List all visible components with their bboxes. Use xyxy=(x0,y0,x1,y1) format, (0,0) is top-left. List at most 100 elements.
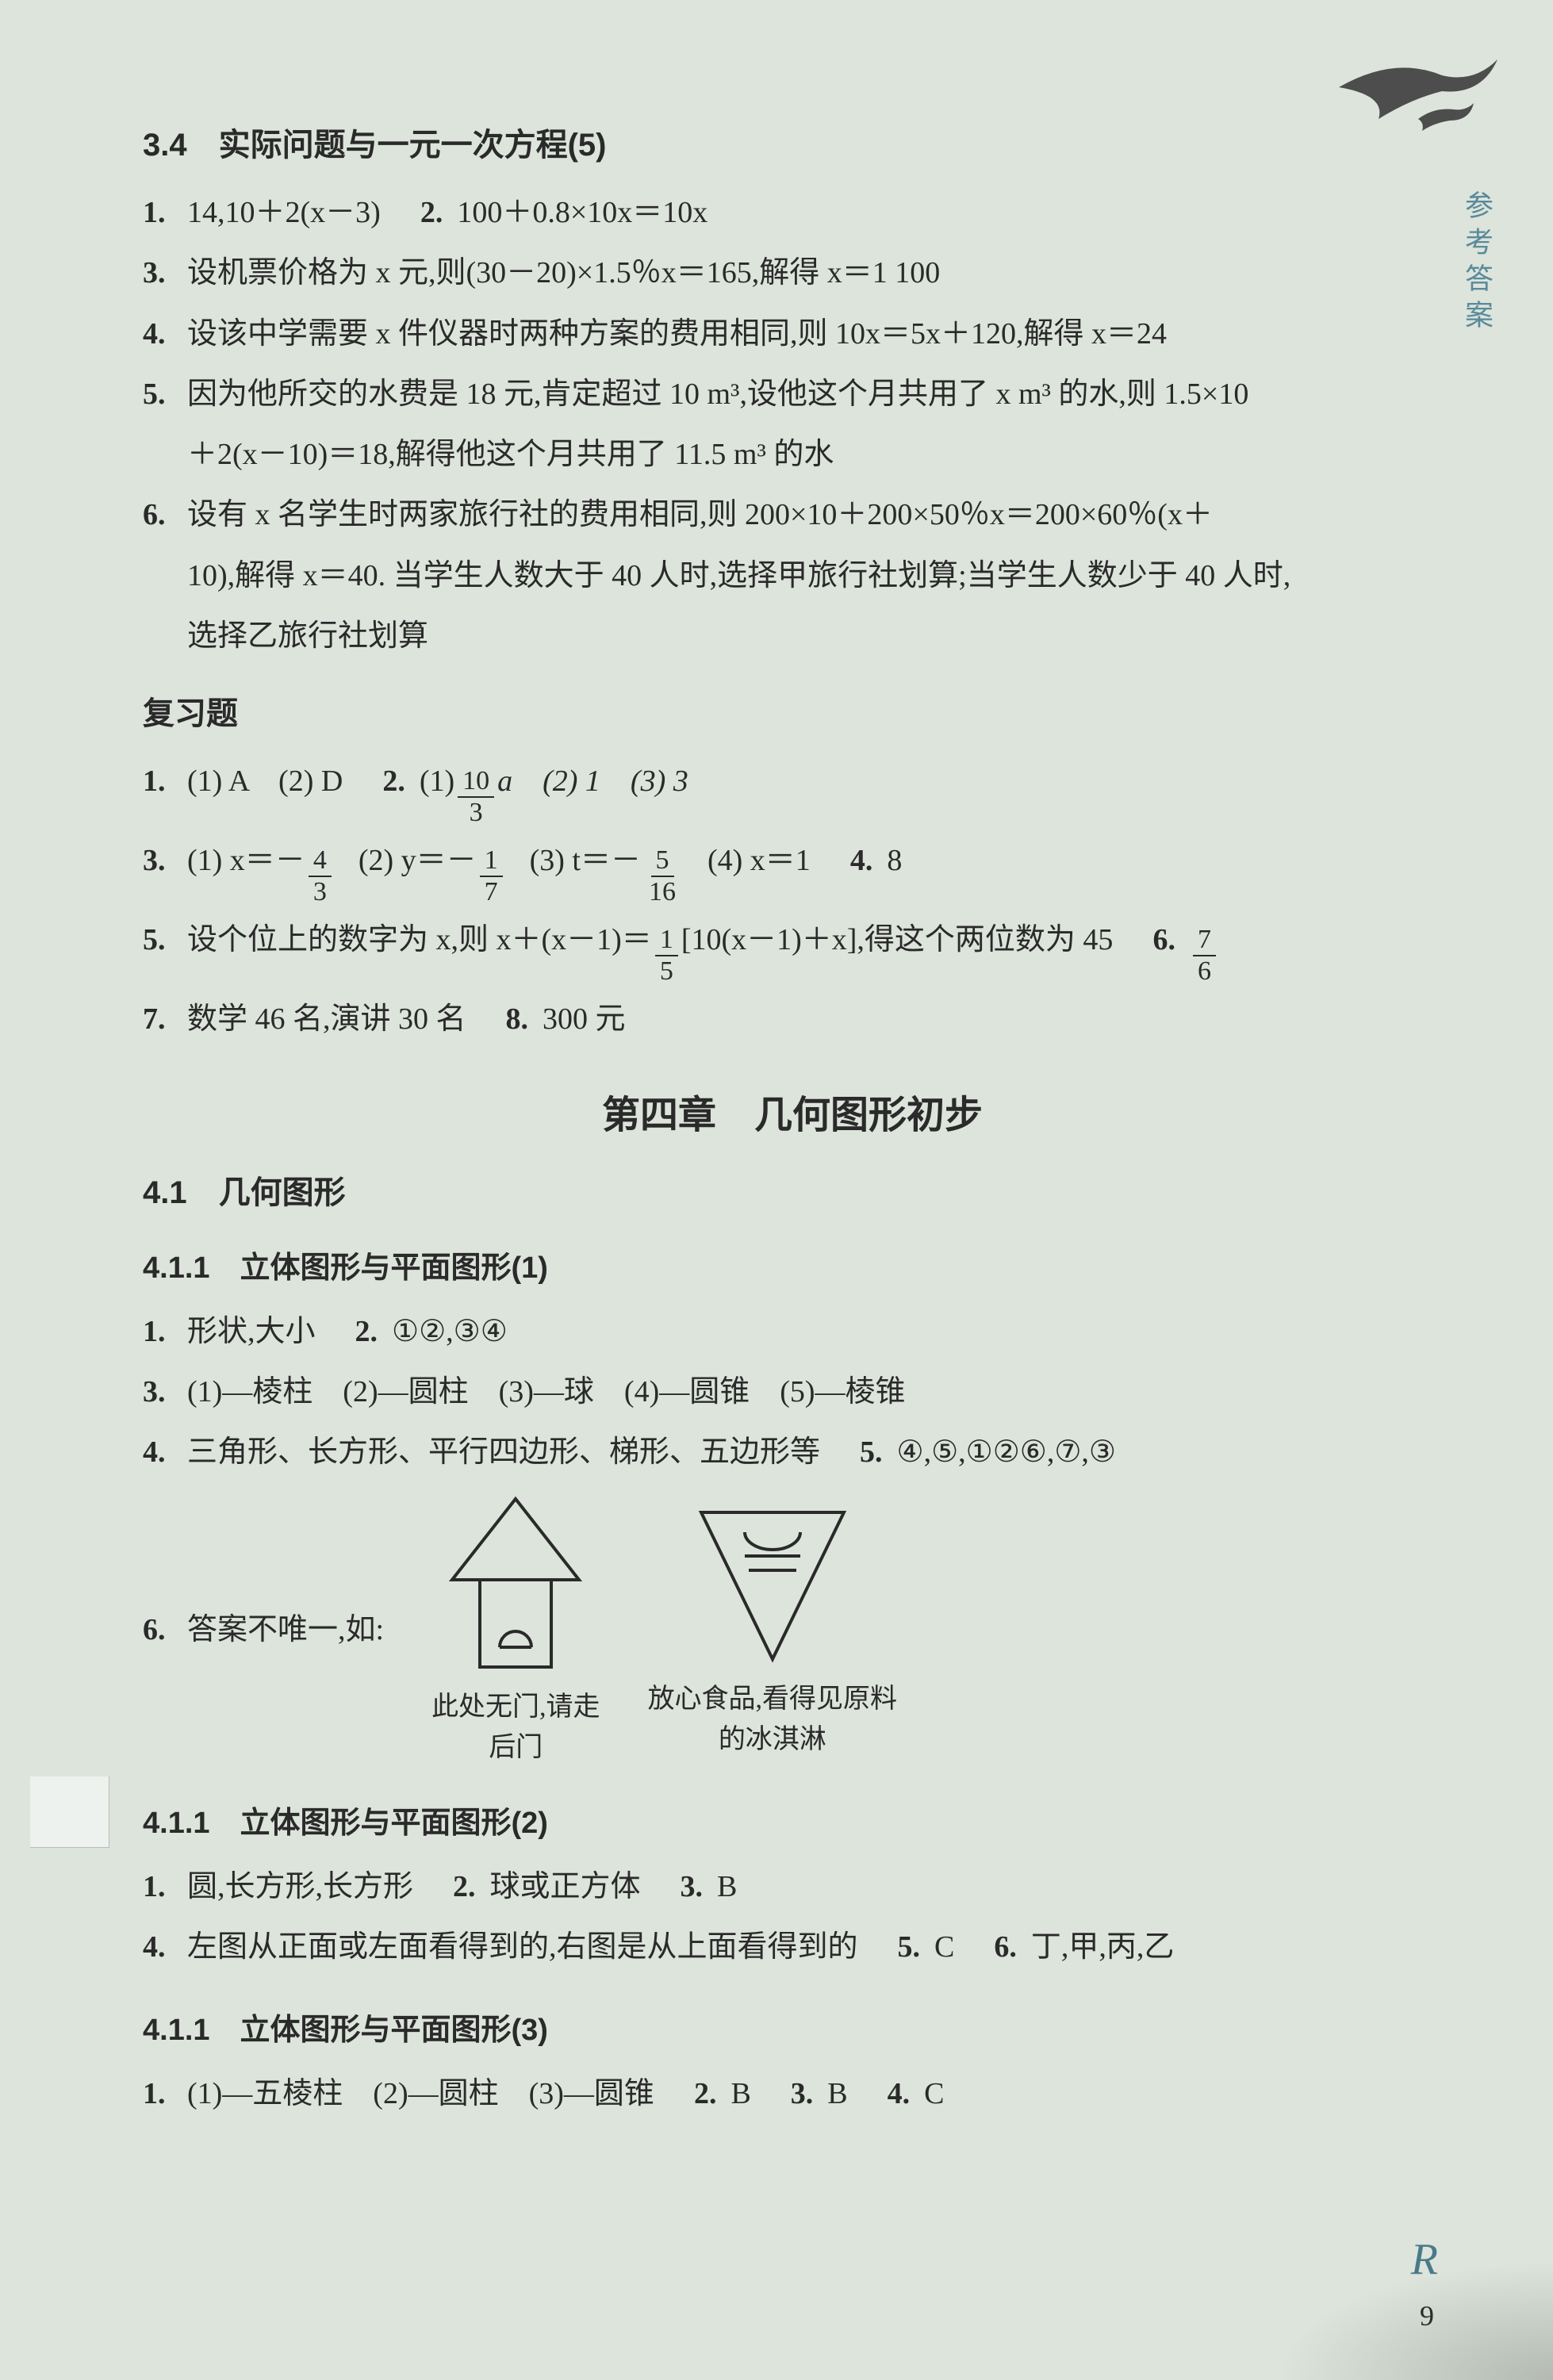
problem-number: 2. xyxy=(382,753,405,809)
problem-row: 7. 数学 46 名,演讲 30 名 8. 300 元 xyxy=(143,991,1442,1047)
problem-text: (1)—五棱柱 (2)—圆柱 (3)—圆锥 xyxy=(187,2066,654,2121)
problem-text: 8 xyxy=(887,833,902,888)
problem-text: (1) xyxy=(420,753,454,809)
problem-number: 2. xyxy=(453,1859,476,1914)
problem-number: 1. xyxy=(143,185,173,240)
problem-number: 2. xyxy=(694,2066,717,2121)
problem-text: 300 元 xyxy=(543,991,626,1047)
problem-text: 形状,大小 xyxy=(187,1304,316,1359)
problem-text: (4) x＝1 xyxy=(707,833,811,888)
problem-row: 10),解得 x＝40. 当学生人数大于 40 人时,选择甲旅行社划算;当学生人… xyxy=(143,548,1442,604)
sidebar-label: 参考答案 xyxy=(1456,190,1497,336)
problem-text: 左图从正面或左面看得到的,右图是从上面看得到的 xyxy=(187,1919,858,1975)
problem-row: 3. (1) x＝－ 43 (2) y＝－ 17 (3) t＝－ 516 (4)… xyxy=(143,833,1442,907)
problem-text: (3) t＝－ xyxy=(530,833,641,888)
review-problems: 1. (1) A (2) D 2. (1) 103 a (2) 1 (3) 3 … xyxy=(143,753,1442,1047)
problem-number: 4. xyxy=(143,1424,173,1480)
problem-number: 1. xyxy=(143,753,173,809)
problem-text: 数学 46 名,演讲 30 名 xyxy=(187,991,466,1047)
problem-text: B xyxy=(717,1859,737,1914)
house-diagram: 此处无门,请走 后门 xyxy=(431,1493,600,1768)
problem-number: 5. xyxy=(898,1919,921,1975)
fraction: 15 xyxy=(655,926,678,985)
problem-row: 4. 左图从正面或左面看得到的,右图是从上面看得到的 5. C 6. 丁,甲,丙… xyxy=(143,1919,1442,1975)
problem-number: 6. xyxy=(994,1919,1017,1975)
chapter-4-title: 第四章 几何图形初步 xyxy=(143,1083,1442,1139)
problem-text: 答案不唯一,如: xyxy=(187,1602,384,1658)
problem-row: 1. (1) A (2) D 2. (1) 103 a (2) 1 (3) 3 xyxy=(143,753,1442,828)
problem-text: 三角形、长方形、平行四边形、梯形、五边形等 xyxy=(187,1424,820,1480)
section-4-1-1a-problems: 1. 形状,大小 2. ①②,③④ 3. (1)—棱柱 (2)—圆柱 (3)—球… xyxy=(143,1304,1442,1768)
problem-text: B xyxy=(827,2066,847,2121)
fraction: 17 xyxy=(480,847,503,906)
problem-row: 4. 三角形、长方形、平行四边形、梯形、五边形等 5. ④,⑤,①②⑥,⑦,③ xyxy=(143,1424,1442,1480)
problem-number: 4. xyxy=(143,1919,173,1975)
problem-number: 5. xyxy=(143,366,173,422)
fraction: 76 xyxy=(1193,926,1216,985)
problem-text: 球或正方体 xyxy=(490,1859,641,1914)
bird-decoration xyxy=(1331,48,1505,143)
problem-text: C xyxy=(924,2066,944,2121)
cone-icon xyxy=(685,1500,860,1667)
problem-number: 6. xyxy=(143,1602,173,1658)
problem-text: 设有 x 名学生时两家旅行社的费用相同,则 200×10＋200×50％x＝20… xyxy=(187,487,1213,542)
problem-text: ＋2(x－10)＝18,解得他这个月共用了 11.5 m³ 的水 xyxy=(187,427,834,482)
section-4-1-1b-title: 4.1.1 立体图形与平面图形(2) xyxy=(143,1798,1442,1842)
problem-text: 选择乙旅行社划算 xyxy=(187,608,428,664)
fraction: 43 xyxy=(309,847,332,906)
problem-row: 6. 答案不唯一,如: xyxy=(143,1602,384,1658)
problem-text: 圆,长方形,长方形 xyxy=(187,1859,413,1914)
problem-number: 7. xyxy=(143,991,173,1047)
diagram-row: 6. 答案不唯一,如: 此处无门,请走 后门 放心食品,看 xyxy=(143,1493,1442,1768)
problem-row: 5. 设个位上的数字为 x,则 x＋(x－1)＝ 15 [10(x－1)＋x],… xyxy=(143,912,1442,987)
problem-number: 1. xyxy=(143,1304,173,1359)
problem-text: (1) A (2) D xyxy=(187,753,343,809)
section-3-4-title: 3.4 实际问题与一元一次方程(5) xyxy=(143,119,1442,165)
problem-text: (1)—棱柱 (2)—圆柱 (3)—球 (4)—圆锥 (5)—棱锥 xyxy=(187,1364,906,1420)
problem-row: 1. 形状,大小 2. ①②,③④ xyxy=(143,1304,1442,1359)
fraction: 516 xyxy=(644,847,681,906)
problem-text: ①②,③④ xyxy=(392,1304,508,1359)
problem-text: B xyxy=(730,2066,750,2121)
problem-text: 设机票价格为 x 元,则(30－20)×1.5％x＝165,解得 x＝1 100 xyxy=(187,245,940,301)
problem-row: 4. 设该中学需要 x 件仪器时两种方案的费用相同,则 10x＝5x＋120,解… xyxy=(143,306,1442,362)
diagram-caption: 放心食品,看得见原料 的冰淇淋 xyxy=(648,1679,898,1760)
problem-number: 3. xyxy=(143,833,173,888)
problem-row: 1. 圆,长方形,长方形 2. 球或正方体 3. B xyxy=(143,1859,1442,1914)
problem-number: 4. xyxy=(850,833,873,888)
problem-number: 8. xyxy=(506,991,529,1047)
problem-number: 5. xyxy=(143,912,173,968)
problem-row: 1. (1)—五棱柱 (2)—圆柱 (3)—圆锥 2. B 3. B 4. C xyxy=(143,2066,1442,2121)
shadow-decoration xyxy=(1275,2261,1553,2380)
review-title: 复习题 xyxy=(143,688,1442,734)
problem-text: 10),解得 x＝40. 当学生人数大于 40 人时,选择甲旅行社划算;当学生人… xyxy=(187,548,1290,604)
problem-number: 2. xyxy=(355,1304,378,1359)
problem-row: 6. 设有 x 名学生时两家旅行社的费用相同,则 200×10＋200×50％x… xyxy=(143,487,1442,542)
problem-number: 3. xyxy=(791,2066,814,2121)
problem-text: (2) y＝－ xyxy=(359,833,477,888)
section-4-1-1c-title: 4.1.1 立体图形与平面图形(3) xyxy=(143,2005,1442,2048)
problem-text: C xyxy=(934,1919,954,1975)
problem-text: ④,⑤,①②⑥,⑦,③ xyxy=(897,1424,1116,1480)
problem-number: 3. xyxy=(681,1859,704,1914)
page-edge-decoration xyxy=(30,1776,109,1848)
problem-number: 3. xyxy=(143,245,173,301)
problem-number: 5. xyxy=(860,1424,883,1480)
problem-number: 1. xyxy=(143,2066,173,2121)
problem-text: 14,10＋2(x－3) xyxy=(187,185,381,240)
problem-number: 4. xyxy=(143,306,173,362)
problem-number: 6. xyxy=(1152,912,1175,968)
fraction: 103 xyxy=(458,768,494,826)
problem-number: 1. xyxy=(143,1859,173,1914)
problem-row: 5. 因为他所交的水费是 18 元,肯定超过 10 m³,设他这个月共用了 x … xyxy=(143,366,1442,422)
problem-text: (1) x＝－ xyxy=(187,833,305,888)
problem-text: 丁,甲,丙,乙 xyxy=(1031,1919,1175,1975)
section-3-4-problems: 1. 14,10＋2(x－3) 2. 100＋0.8×10x＝10x 3. 设机… xyxy=(143,185,1442,664)
problem-text: 设该中学需要 x 件仪器时两种方案的费用相同,则 10x＝5x＋120,解得 x… xyxy=(187,306,1167,362)
house-icon xyxy=(436,1493,595,1675)
problem-row: ＋2(x－10)＝18,解得他这个月共用了 11.5 m³ 的水 xyxy=(143,427,1442,482)
problem-number: 3. xyxy=(143,1364,173,1420)
section-4-1-title: 4.1 几何图形 xyxy=(143,1167,1442,1213)
problem-row: 3. 设机票价格为 x 元,则(30－20)×1.5％x＝165,解得 x＝1 … xyxy=(143,245,1442,301)
problem-text: a (2) 1 (3) 3 xyxy=(497,753,688,809)
